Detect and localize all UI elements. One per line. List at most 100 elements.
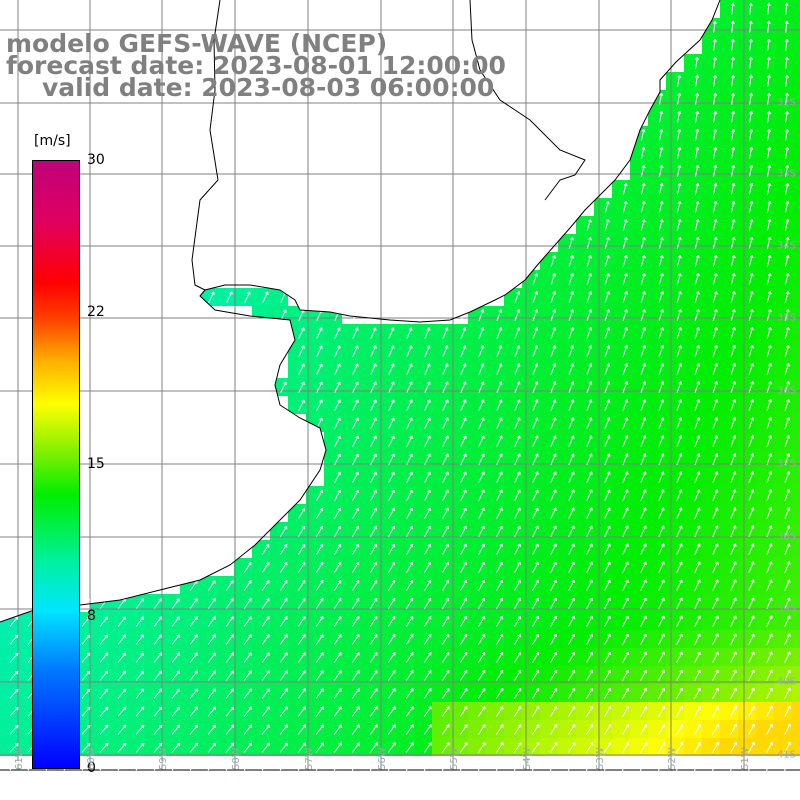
wind-arrow [767, 92, 771, 106]
wind-speed-cell [630, 198, 648, 216]
wind-speed-cell [468, 594, 486, 612]
wind-arrow [604, 309, 611, 322]
wind-speed-cell [108, 684, 126, 702]
wind-speed-cell [558, 648, 576, 666]
wind-arrow [225, 724, 235, 735]
wind-speed-cell [450, 486, 468, 504]
wind-speed-cell [648, 558, 666, 576]
wind-speed-cell [774, 198, 792, 216]
wind-arrow [513, 687, 522, 699]
wind-arrow [730, 182, 736, 196]
wind-arrow [171, 760, 181, 771]
wind-arrow [424, 435, 431, 447]
wind-speed-cell [774, 468, 792, 486]
wind-arrow [333, 688, 342, 699]
wind-arrow [334, 435, 341, 447]
wind-arrow [99, 706, 109, 717]
wind-arrow [568, 669, 576, 681]
wind-speed-cell [216, 684, 234, 702]
wind-arrow [424, 381, 431, 393]
wind-speed-cell [378, 720, 396, 738]
wind-speed-cell [450, 468, 468, 486]
wind-speed-cell [756, 576, 774, 594]
wind-arrow [694, 92, 700, 106]
wind-speed-cell [756, 18, 774, 36]
wind-speed-cell [576, 432, 594, 450]
wind-speed-cell [288, 396, 306, 414]
wind-arrow [748, 38, 753, 52]
wind-speed-cell [324, 612, 342, 630]
wind-arrow [550, 579, 557, 591]
wind-speed-cell [738, 54, 756, 72]
wind-arrow [352, 543, 360, 555]
wind-arrow [478, 525, 485, 537]
wind-arrow [748, 741, 756, 753]
wind-speed-cell [792, 630, 800, 648]
wind-arrow [369, 597, 378, 609]
wind-speed-cell [18, 738, 36, 756]
wind-speed-cell [234, 738, 252, 756]
wind-arrow [676, 128, 682, 142]
wind-arrow [334, 381, 341, 393]
wind-speed-cell [792, 324, 800, 342]
wind-speed-cell [612, 612, 630, 630]
wind-arrow [730, 687, 737, 699]
wind-speed-cell [414, 414, 432, 432]
wind-speed-cell [90, 630, 108, 648]
wind-speed-cell [144, 702, 162, 720]
colorbar-tick-30: 30 [87, 152, 105, 168]
wind-speed-cell [306, 738, 324, 756]
lon-label-57w: 57W [304, 747, 315, 770]
wind-arrow [496, 489, 503, 501]
wind-arrow [694, 615, 701, 627]
wind-arrow [9, 652, 19, 663]
lat-label-39s: 39S [776, 603, 796, 615]
wind-speed-cell [756, 270, 774, 288]
wind-speed-cell [486, 684, 504, 702]
wind-arrow [514, 669, 522, 681]
wind-arrow [550, 291, 557, 303]
wind-arrow [406, 489, 413, 501]
wind-speed-cell [252, 720, 270, 738]
wind-speed-cell [432, 486, 450, 504]
wind-arrow [784, 254, 790, 268]
colorbar-tick-8: 8 [87, 608, 96, 624]
wind-arrow [712, 597, 719, 609]
wind-arrow [333, 616, 342, 627]
wind-speed-cell [738, 72, 756, 90]
wind-speed-cell [558, 378, 576, 396]
wind-speed-cell [576, 486, 594, 504]
wind-speed-cell [738, 306, 756, 324]
wind-speed-cell [594, 324, 612, 342]
wind-arrow [477, 687, 486, 699]
wind-arrow [352, 435, 359, 447]
wind-speed-cell [684, 630, 702, 648]
wind-arrow [568, 543, 575, 555]
wind-arrow [712, 20, 717, 34]
wind-speed-cell [702, 108, 720, 126]
wind-speed-cell [234, 720, 252, 738]
wind-arrow [315, 561, 324, 573]
wind-arrow [532, 273, 539, 286]
wind-arrow [405, 633, 414, 645]
wind-arrow [334, 309, 341, 321]
wind-arrow [640, 651, 647, 663]
wind-speed-cell [792, 702, 800, 720]
wind-speed-cell [756, 54, 774, 72]
wind-arrow [333, 742, 342, 753]
wind-speed-cell [342, 486, 360, 504]
wind-speed-cell [702, 234, 720, 252]
wind-arrow [514, 579, 521, 591]
wind-speed-cell [756, 234, 774, 252]
wind-speed-cell [324, 648, 342, 666]
wind-speed-cell [522, 468, 540, 486]
wind-speed-cell [216, 738, 234, 756]
wind-arrow [243, 724, 253, 735]
wind-arrow [766, 435, 773, 447]
wind-speed-cell [630, 594, 648, 612]
wind-arrow [99, 670, 109, 681]
wind-arrow [658, 272, 664, 286]
wind-arrow [441, 724, 450, 735]
wind-speed-cell [324, 630, 342, 648]
